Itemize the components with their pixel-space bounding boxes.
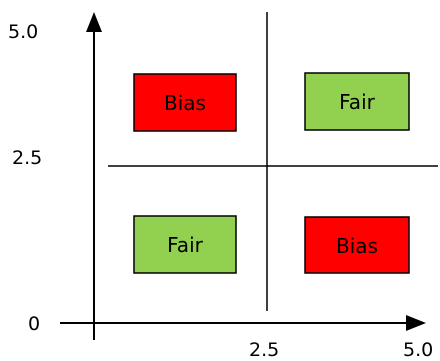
x-tick-5: 5.0 [403, 339, 433, 361]
quadrant-bottom-right-label: Bias [336, 234, 378, 258]
quadrant-top-left: Bias [133, 73, 237, 132]
quadrant-bottom-right: Bias [304, 216, 410, 274]
quadrant-top-right: Fair [304, 72, 410, 131]
y-axis-arrowhead [86, 12, 102, 32]
x-axis-arrowhead [406, 315, 426, 331]
quadrant-bottom-left: Fair [133, 215, 237, 274]
x-tick-2-5: 2.5 [249, 339, 279, 361]
quadrant-bottom-left-label: Fair [167, 233, 203, 257]
y-tick-0: 0 [28, 313, 40, 335]
y-tick-2-5: 2.5 [12, 147, 42, 169]
quadrant-top-right-label: Fair [339, 90, 375, 114]
quadrant-top-left-label: Bias [164, 91, 206, 115]
y-tick-5: 5.0 [8, 21, 38, 43]
